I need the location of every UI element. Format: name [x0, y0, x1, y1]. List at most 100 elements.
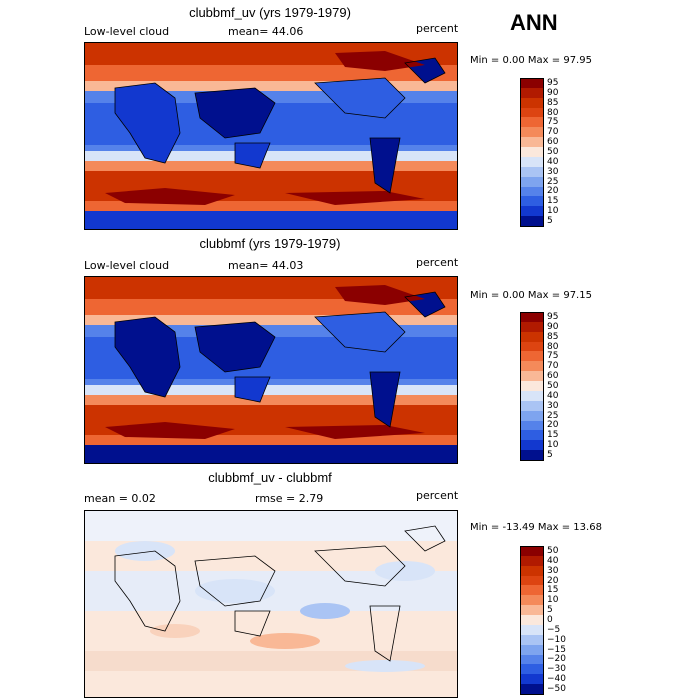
colorbar-label: 90: [547, 87, 559, 98]
colorbar-swatch: [520, 147, 544, 157]
panel3-minmax: Min = -13.49 Max = 13.68: [470, 522, 602, 533]
colorbar-label: 10: [547, 595, 559, 606]
colorbar-swatch: [520, 341, 544, 352]
colorbar-label: 20: [547, 420, 559, 431]
colorbar-label: 5: [547, 450, 553, 461]
colorbar-label: 85: [547, 331, 559, 342]
panel2-map: [84, 276, 458, 464]
panel2-field-label: Low-level cloud: [84, 259, 170, 272]
colorbar-label: 15: [547, 430, 559, 441]
colorbar-swatch: [520, 176, 544, 187]
colorbar-swatch: [520, 440, 544, 451]
colorbar-swatch: [520, 634, 544, 645]
colorbar-swatch: [520, 575, 544, 586]
colorbar-label: 25: [547, 410, 559, 421]
colorbar-label: 60: [547, 371, 559, 382]
panel1-field-label: Low-level cloud: [84, 25, 170, 38]
colorbar-swatch: [520, 216, 544, 227]
colorbar-swatch: [520, 410, 544, 421]
panel2-mean: mean= 44.03: [228, 259, 304, 272]
colorbar-label: 95: [547, 311, 559, 322]
colorbar-swatch: [520, 107, 544, 118]
colorbar-swatch: [520, 684, 544, 695]
colorbar-swatch: [520, 420, 544, 431]
colorbar-swatch: [520, 321, 544, 332]
colorbar-label: 30: [547, 166, 559, 177]
colorbar-label: 15: [547, 196, 559, 207]
panel2-colorbar: 95 90 85 80 75 70 60 50 40 30 25 20 15 10 5: [520, 311, 580, 461]
panel3-units: percent: [416, 489, 459, 502]
colorbar-swatch: [520, 664, 544, 675]
colorbar-label: 10: [547, 440, 559, 451]
colorbar-swatch: [520, 137, 544, 148]
colorbar-swatch: [520, 644, 544, 655]
colorbar-swatch: [520, 400, 544, 411]
colorbar-label: −30: [547, 664, 566, 675]
colorbar-swatch: [520, 186, 544, 197]
colorbar-label: 5: [547, 216, 553, 227]
colorbar-label: 40: [547, 390, 559, 401]
panel1-units: percent: [416, 22, 459, 35]
colorbar-swatch: [520, 117, 544, 128]
colorbar-swatch: [520, 87, 544, 98]
colorbar-swatch: [520, 674, 544, 685]
colorbar-label: 50: [547, 381, 559, 391]
panel1-colorbar: 95 90 85 80 75 70 60 50 40 30 25 20 15 10 5: [520, 78, 580, 227]
panel3-mean: mean = 0.02: [84, 492, 156, 505]
colorbar-swatch: [520, 615, 544, 625]
colorbar-label: 40: [547, 156, 559, 167]
colorbar-label: 5: [547, 605, 553, 616]
colorbar-swatch: [520, 654, 544, 665]
colorbar-swatch: [520, 97, 544, 108]
colorbar-swatch: [520, 331, 544, 342]
colorbar-swatch: [520, 156, 544, 167]
colorbar-swatch: [520, 624, 544, 635]
colorbar-swatch: [520, 390, 544, 401]
panel3-colorbar: 50 40 30 20 15 10 5 0 −5 −10 −15 −20 −30 −40 −50: [520, 546, 580, 695]
panel3-title: clubbmf_uv - clubbmf: [208, 470, 332, 485]
colorbar-swatch: [520, 555, 544, 566]
colorbar-swatch: [520, 371, 544, 382]
colorbar-swatch: [520, 78, 544, 89]
colorbar-swatch: [520, 605, 544, 616]
colorbar-label: 75: [547, 351, 559, 362]
colorbar-label: 70: [547, 127, 559, 138]
colorbar-label: 15: [547, 585, 559, 596]
colorbar-swatch: [520, 585, 544, 596]
colorbar-label: 80: [547, 107, 559, 118]
colorbar-label: −10: [547, 634, 566, 645]
panel3-rmse: rmse = 2.79: [255, 492, 324, 505]
panel2-title: clubbmf (yrs 1979-1979): [199, 236, 341, 251]
colorbar-swatch: [520, 546, 544, 557]
colorbar-label: 80: [547, 341, 559, 352]
colorbar-swatch: [520, 166, 544, 177]
season-label: ANN: [510, 10, 558, 35]
colorbar-label: 20: [547, 575, 559, 586]
colorbar-label: 85: [547, 97, 559, 108]
colorbar-label: −15: [547, 644, 566, 655]
panel3-map: [84, 510, 458, 698]
colorbar-label: −20: [547, 654, 566, 665]
colorbar-swatch: [520, 206, 544, 217]
colorbar-swatch: [520, 450, 544, 461]
colorbar-swatch: [520, 381, 544, 391]
panel1-mean: mean= 44.06: [228, 25, 304, 38]
colorbar-label: 70: [547, 361, 559, 372]
colorbar-swatch: [520, 595, 544, 606]
colorbar-label: 20: [547, 186, 559, 197]
panel2-units: percent: [416, 256, 459, 269]
colorbar-label: −5: [547, 624, 561, 635]
panel1-minmax: Min = 0.00 Max = 97.95: [470, 55, 592, 66]
panel2-minmax: Min = 0.00 Max = 97.15: [470, 290, 592, 301]
colorbar-swatch: [520, 312, 544, 323]
colorbar-label: −40: [547, 674, 566, 685]
colorbar-label: 90: [547, 321, 559, 332]
colorbar-label: 40: [547, 555, 559, 566]
colorbar-swatch: [520, 351, 544, 362]
colorbar-label: 75: [547, 117, 559, 128]
colorbar-label: −50: [547, 684, 566, 695]
colorbar-label: 30: [547, 400, 559, 411]
panel1-map: [84, 42, 458, 230]
panel1-title: clubbmf_uv (yrs 1979-1979): [189, 5, 351, 20]
colorbar-label: 0: [547, 615, 553, 625]
